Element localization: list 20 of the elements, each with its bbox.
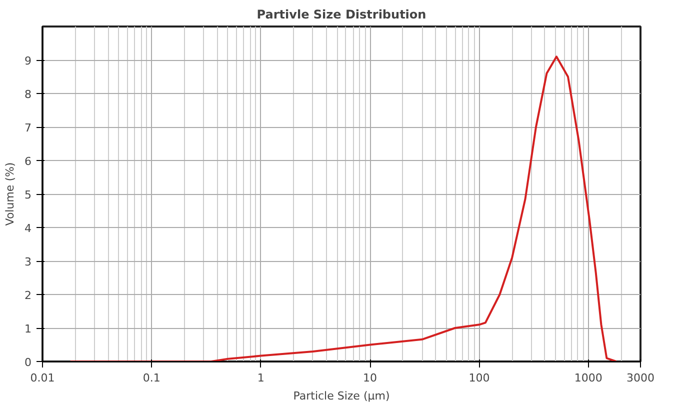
x-axis-title: Particle Size (µm)	[293, 390, 390, 402]
y-tick-label: 4	[24, 222, 32, 235]
y-tick-label: 7	[24, 122, 32, 134]
y-tick-label: 5	[24, 188, 32, 202]
y-tick-label: 3	[24, 256, 32, 268]
x-tick-label: 0.01	[30, 372, 55, 384]
y-tick-label: 6	[24, 155, 32, 168]
y-tick-label: 1	[24, 322, 32, 336]
x-tick-label: 100	[468, 372, 490, 384]
y-axis-title: Volume (%)	[4, 162, 16, 226]
x-tick-label: 3000	[626, 372, 655, 384]
y-tick-label: 9	[24, 54, 32, 68]
x-tick-label: 10	[363, 372, 378, 384]
y-tick-label: 8	[24, 88, 32, 101]
x-tick-label: 0.1	[142, 372, 160, 384]
x-tick-label: 1000	[574, 372, 602, 384]
y-tick-label: 0	[24, 356, 32, 369]
chart-title: Partivle Size Distribution	[256, 8, 426, 22]
x-tick-label: 1	[257, 372, 264, 384]
y-tick-label: 2	[24, 289, 32, 302]
